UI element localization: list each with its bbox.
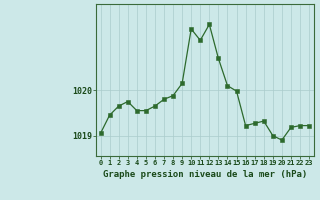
X-axis label: Graphe pression niveau de la mer (hPa): Graphe pression niveau de la mer (hPa): [103, 170, 307, 179]
